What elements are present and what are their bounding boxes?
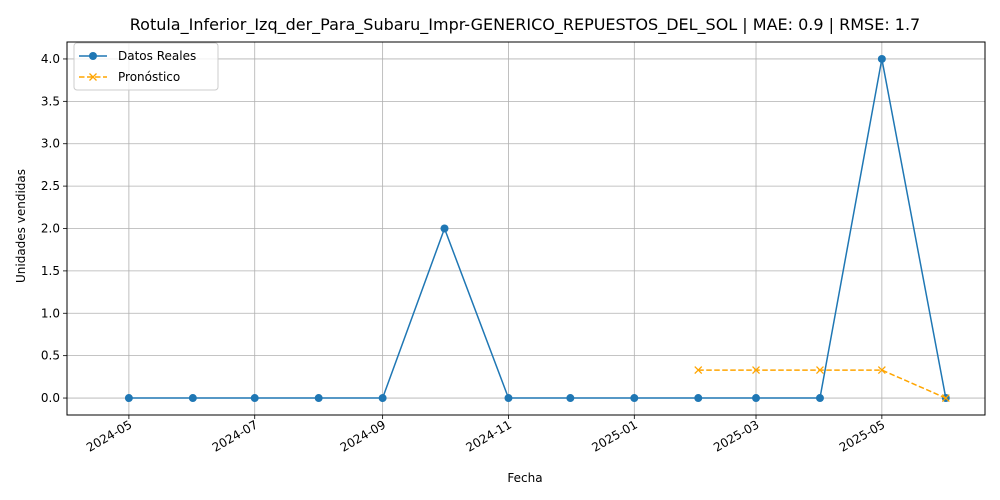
legend-marker [89, 52, 97, 60]
x-tick-label: 2025-05 [837, 417, 887, 454]
x-tick-label: 2024-05 [84, 417, 134, 454]
y-tick-label: 0.0 [41, 391, 60, 405]
x-tick-label: 2025-01 [589, 417, 639, 454]
data-point [877, 54, 886, 63]
legend-label: Datos Reales [118, 49, 196, 63]
y-tick-label: 4.0 [41, 52, 60, 66]
data-point [630, 394, 639, 403]
data-point [816, 366, 824, 375]
data-point [566, 394, 575, 403]
x-tick-label: 2024-09 [338, 417, 388, 454]
series-forecast [694, 366, 950, 403]
data-point [941, 394, 950, 403]
series-line [128, 58, 947, 399]
y-tick-label: 2.0 [41, 222, 60, 236]
x-tick-label: 2025-03 [711, 417, 761, 454]
data-point [440, 224, 449, 233]
data-point [188, 394, 197, 403]
y-axis-label: Unidades vendidas [14, 169, 28, 283]
data-point [694, 394, 703, 403]
y-tick-label: 3.5 [41, 94, 60, 108]
data-point [378, 394, 387, 403]
y-tick-label: 3.0 [41, 137, 60, 151]
data-point [877, 366, 886, 375]
legend: Datos Reales Pronóstico [73, 42, 219, 91]
data-point [752, 366, 760, 375]
data-point [815, 394, 824, 403]
x-tick-label: 2024-11 [464, 417, 514, 454]
data-point [314, 394, 323, 403]
data-point [752, 394, 761, 403]
plot-area [124, 54, 950, 403]
y-tick-label: 0.5 [41, 349, 60, 363]
data-point [124, 394, 133, 403]
y-tick-label: 1.0 [41, 306, 60, 320]
data-point [694, 366, 703, 375]
data-point [250, 394, 259, 403]
x-tick-label: 2024-07 [210, 417, 260, 454]
legend-label: Pronóstico [118, 70, 180, 84]
x-axis-label: Fecha [507, 471, 542, 485]
y-tick-label: 1.5 [41, 264, 60, 278]
legend-marker [89, 73, 97, 81]
data-point [504, 394, 513, 403]
chart-title: Rotula_Inferior_Izq_der_Para_Subaru_Impr… [130, 15, 920, 35]
axis-ticks: 0.0 0.5 1.0 1.5 2.0 2.5 3.0 3.5 4.0 2024-05 2024-0… [41, 52, 887, 455]
legend-box [73, 42, 219, 91]
y-tick-label: 2.5 [41, 179, 60, 193]
grid [67, 42, 985, 415]
